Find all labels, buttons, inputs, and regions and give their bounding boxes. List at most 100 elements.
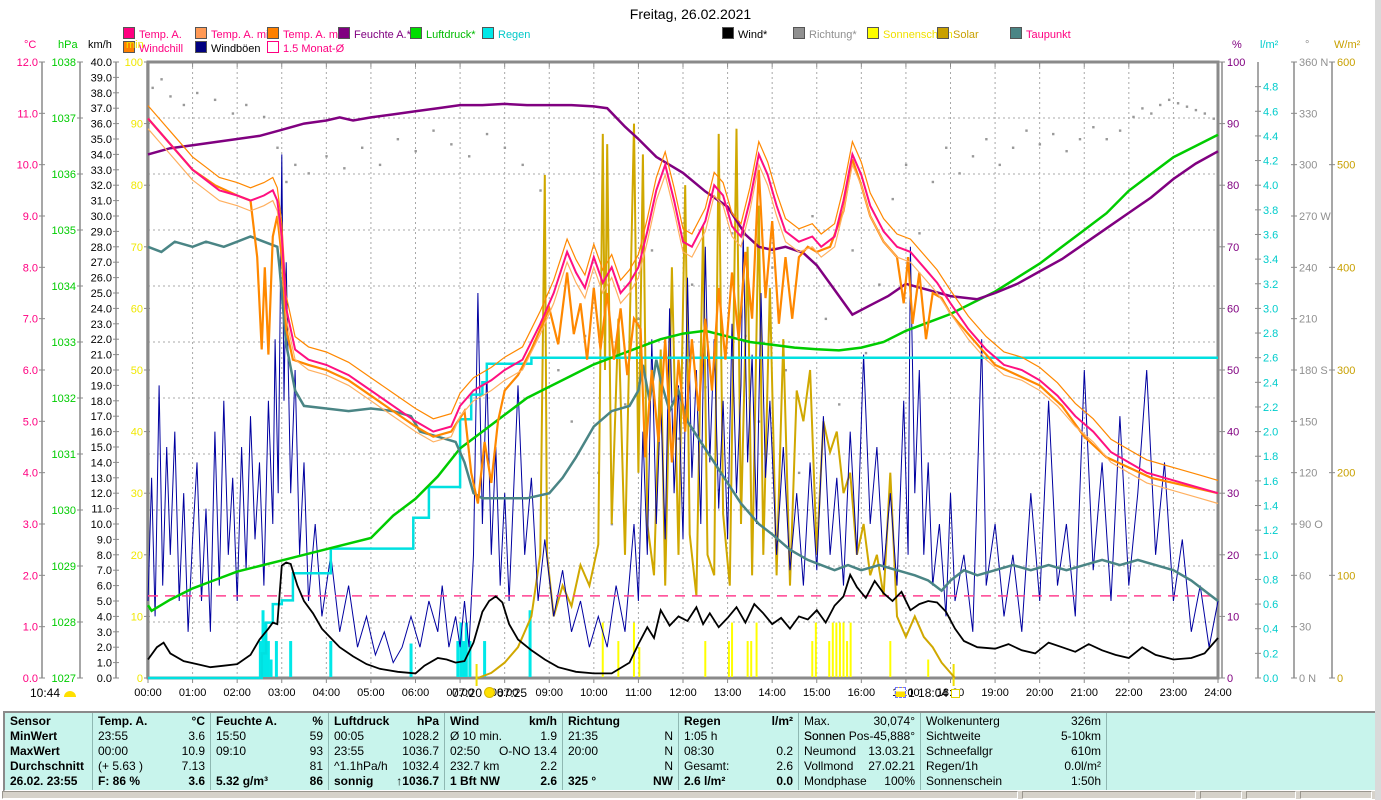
series-richtung-dot — [1118, 129, 1122, 132]
axis-label-humidity-pct: 20 — [1227, 550, 1239, 562]
series-richtung-dot — [1132, 115, 1135, 119]
axis-label-sunshine-min: 0 — [137, 673, 143, 685]
stat-column-temp-a: Temp. A. °C 23:55 3.6 00:00 10.9 (+ 5.63 ) 7.13… — [93, 713, 211, 790]
stat-label: (+ 5.63 ) — [98, 759, 144, 773]
axis-label-wind-kmh: 12.0 — [91, 488, 112, 500]
series-richtung-dot — [539, 189, 542, 192]
stat-label: Regen/1h — [926, 759, 979, 773]
status-segment-1 — [2, 791, 1018, 799]
series-richtung-dot — [797, 471, 801, 475]
legend-swatch-temp-a-min — [195, 27, 207, 39]
series-richtung-dot — [811, 215, 814, 218]
legend-label: Regen — [498, 29, 531, 41]
row-label-26-02-23-55: 26.02. 23:55 — [10, 774, 87, 789]
stat-value: % — [312, 714, 323, 728]
stat-value: 326m — [1070, 714, 1101, 728]
x-axis-label: 11:00 — [625, 687, 652, 699]
axis-label-rain-lm2: 2.4 — [1263, 377, 1278, 389]
x-axis-label: 01:00 — [179, 687, 207, 699]
series-richtung-dot — [570, 420, 573, 423]
series-richtung-dot — [1065, 149, 1068, 153]
axis-label-humidity-pct: 50 — [1227, 365, 1239, 377]
series-richtung-dot — [891, 197, 894, 201]
legend-swatch-temp-a-max — [267, 27, 279, 39]
stat-column-luftdruck: Luftdruck hPa 00:05 1028.2 23:55 1036.7 ^1.1hP… — [329, 713, 445, 790]
series-richtung-dot — [1185, 105, 1189, 108]
series-richtung-dot — [1011, 146, 1015, 149]
axis-label-sunshine-min: 80 — [131, 180, 143, 192]
series-richtung-dot — [677, 437, 680, 440]
stat-row: F: 86 % 3.6 — [98, 774, 205, 789]
legend-label: Windchill — [139, 43, 184, 55]
series-richtung-dot — [294, 163, 297, 167]
series-wind — [147, 561, 1219, 675]
x-axis-label: 16:00 — [848, 687, 876, 699]
axis-label-wind-kmh: 30.0 — [91, 211, 112, 223]
legend-item-regen: Regen — [482, 27, 531, 41]
series-richtung-dot — [262, 115, 266, 119]
axis-label-humidity-pct: 100 — [1227, 57, 1245, 69]
x-axis-label: 14:00 — [758, 687, 786, 699]
stat-label: 20:00 — [568, 744, 599, 758]
axis-label-direction-deg: 120 — [1299, 468, 1317, 480]
stat-column-richtung: Richtung 21:35 N 20:00 N N 325 ° NW — [563, 713, 679, 790]
stat-value: 59 — [309, 729, 323, 743]
series-richtung-dot — [285, 180, 288, 184]
legend-label: Solar — [953, 29, 979, 41]
axis-label-wind-kmh: 29.0 — [91, 226, 112, 238]
window-edge — [1375, 0, 1381, 800]
series-richtung-dot — [998, 163, 1001, 167]
series-richtung-dot — [245, 103, 248, 107]
axis-label-humidity-pct: 80 — [1227, 180, 1239, 192]
series-richtung-dot — [1194, 108, 1198, 112]
stat-value: N — [664, 729, 673, 743]
stat-value: N — [664, 744, 673, 758]
stat-row: 2.6 l/m² 0.0 — [684, 774, 793, 789]
axis-label-temp-c: 12.0 — [17, 57, 38, 69]
series-richtung-dot — [196, 91, 199, 95]
stat-label: MaxWert — [10, 744, 60, 758]
axis-label-direction-deg: 60 — [1299, 570, 1311, 582]
legend-item-wind: Wind* — [722, 27, 767, 41]
series-richtung-dot — [824, 317, 828, 321]
axis-label-wind-kmh: 21.0 — [91, 350, 112, 362]
axis-label-rain-lm2: 1.6 — [1263, 476, 1278, 488]
legend-item-feuchte-a: Feuchte A.* — [338, 27, 411, 41]
stat-value: 2.6 — [540, 774, 557, 788]
axis-label-solar-wm2: 600 — [1337, 57, 1355, 69]
series-richtung-dot — [485, 132, 489, 136]
stat-label: 15:50 — [216, 729, 247, 743]
stat-value: 0.0 — [776, 774, 793, 788]
axis-label-wind-kmh: 40.0 — [91, 57, 112, 69]
stat-label: 5.32 g/m³ — [216, 774, 269, 788]
stat-label: 08:30 — [684, 744, 715, 758]
axis-label-pressure-hpa: 1028 — [52, 617, 76, 629]
legend-label: Temp. A. — [139, 29, 182, 41]
info-row-max-sonnen: Max. Sonnen 30,074° — [804, 714, 915, 743]
axis-label-wind-kmh: 16.0 — [91, 427, 112, 439]
info-row-vollmond: Vollmond 27.02.21 — [804, 759, 915, 774]
legend-item-richtung: Richtung* — [793, 27, 857, 41]
stat-header: Feuchte A.% — [216, 714, 323, 729]
series-richtung-dot — [1092, 126, 1095, 129]
stat-row: 21:35 N — [568, 729, 673, 744]
series-richtung-dot — [637, 317, 640, 321]
axis-label-temp-c: 11.0 — [17, 108, 38, 120]
series-richtung-dot — [1212, 117, 1215, 120]
stat-row: 81 — [216, 759, 323, 774]
stat-label: 232.7 km — [450, 759, 500, 773]
stat-value: 27.02.21 — [868, 759, 915, 773]
axis-label-rain-lm2: 2.8 — [1263, 328, 1278, 340]
series-richtung-dot — [1052, 132, 1055, 136]
axis-label-pressure-hpa: 1031 — [52, 449, 76, 461]
axis-label-rain-lm2: 1.8 — [1263, 451, 1278, 463]
stat-row: 15:50 59 — [216, 729, 323, 744]
row-label-maxwert: MaxWert — [10, 744, 87, 759]
series-richtung-dot — [731, 232, 734, 235]
axis-label-temp-c: 9.0 — [23, 211, 38, 223]
x-axis-label: 05:00 — [357, 687, 385, 699]
stat-label: 1 Bft NW — [450, 774, 500, 788]
stat-row: Gesamt: 2.6 — [684, 759, 793, 774]
series-richtung-dot — [432, 129, 435, 132]
